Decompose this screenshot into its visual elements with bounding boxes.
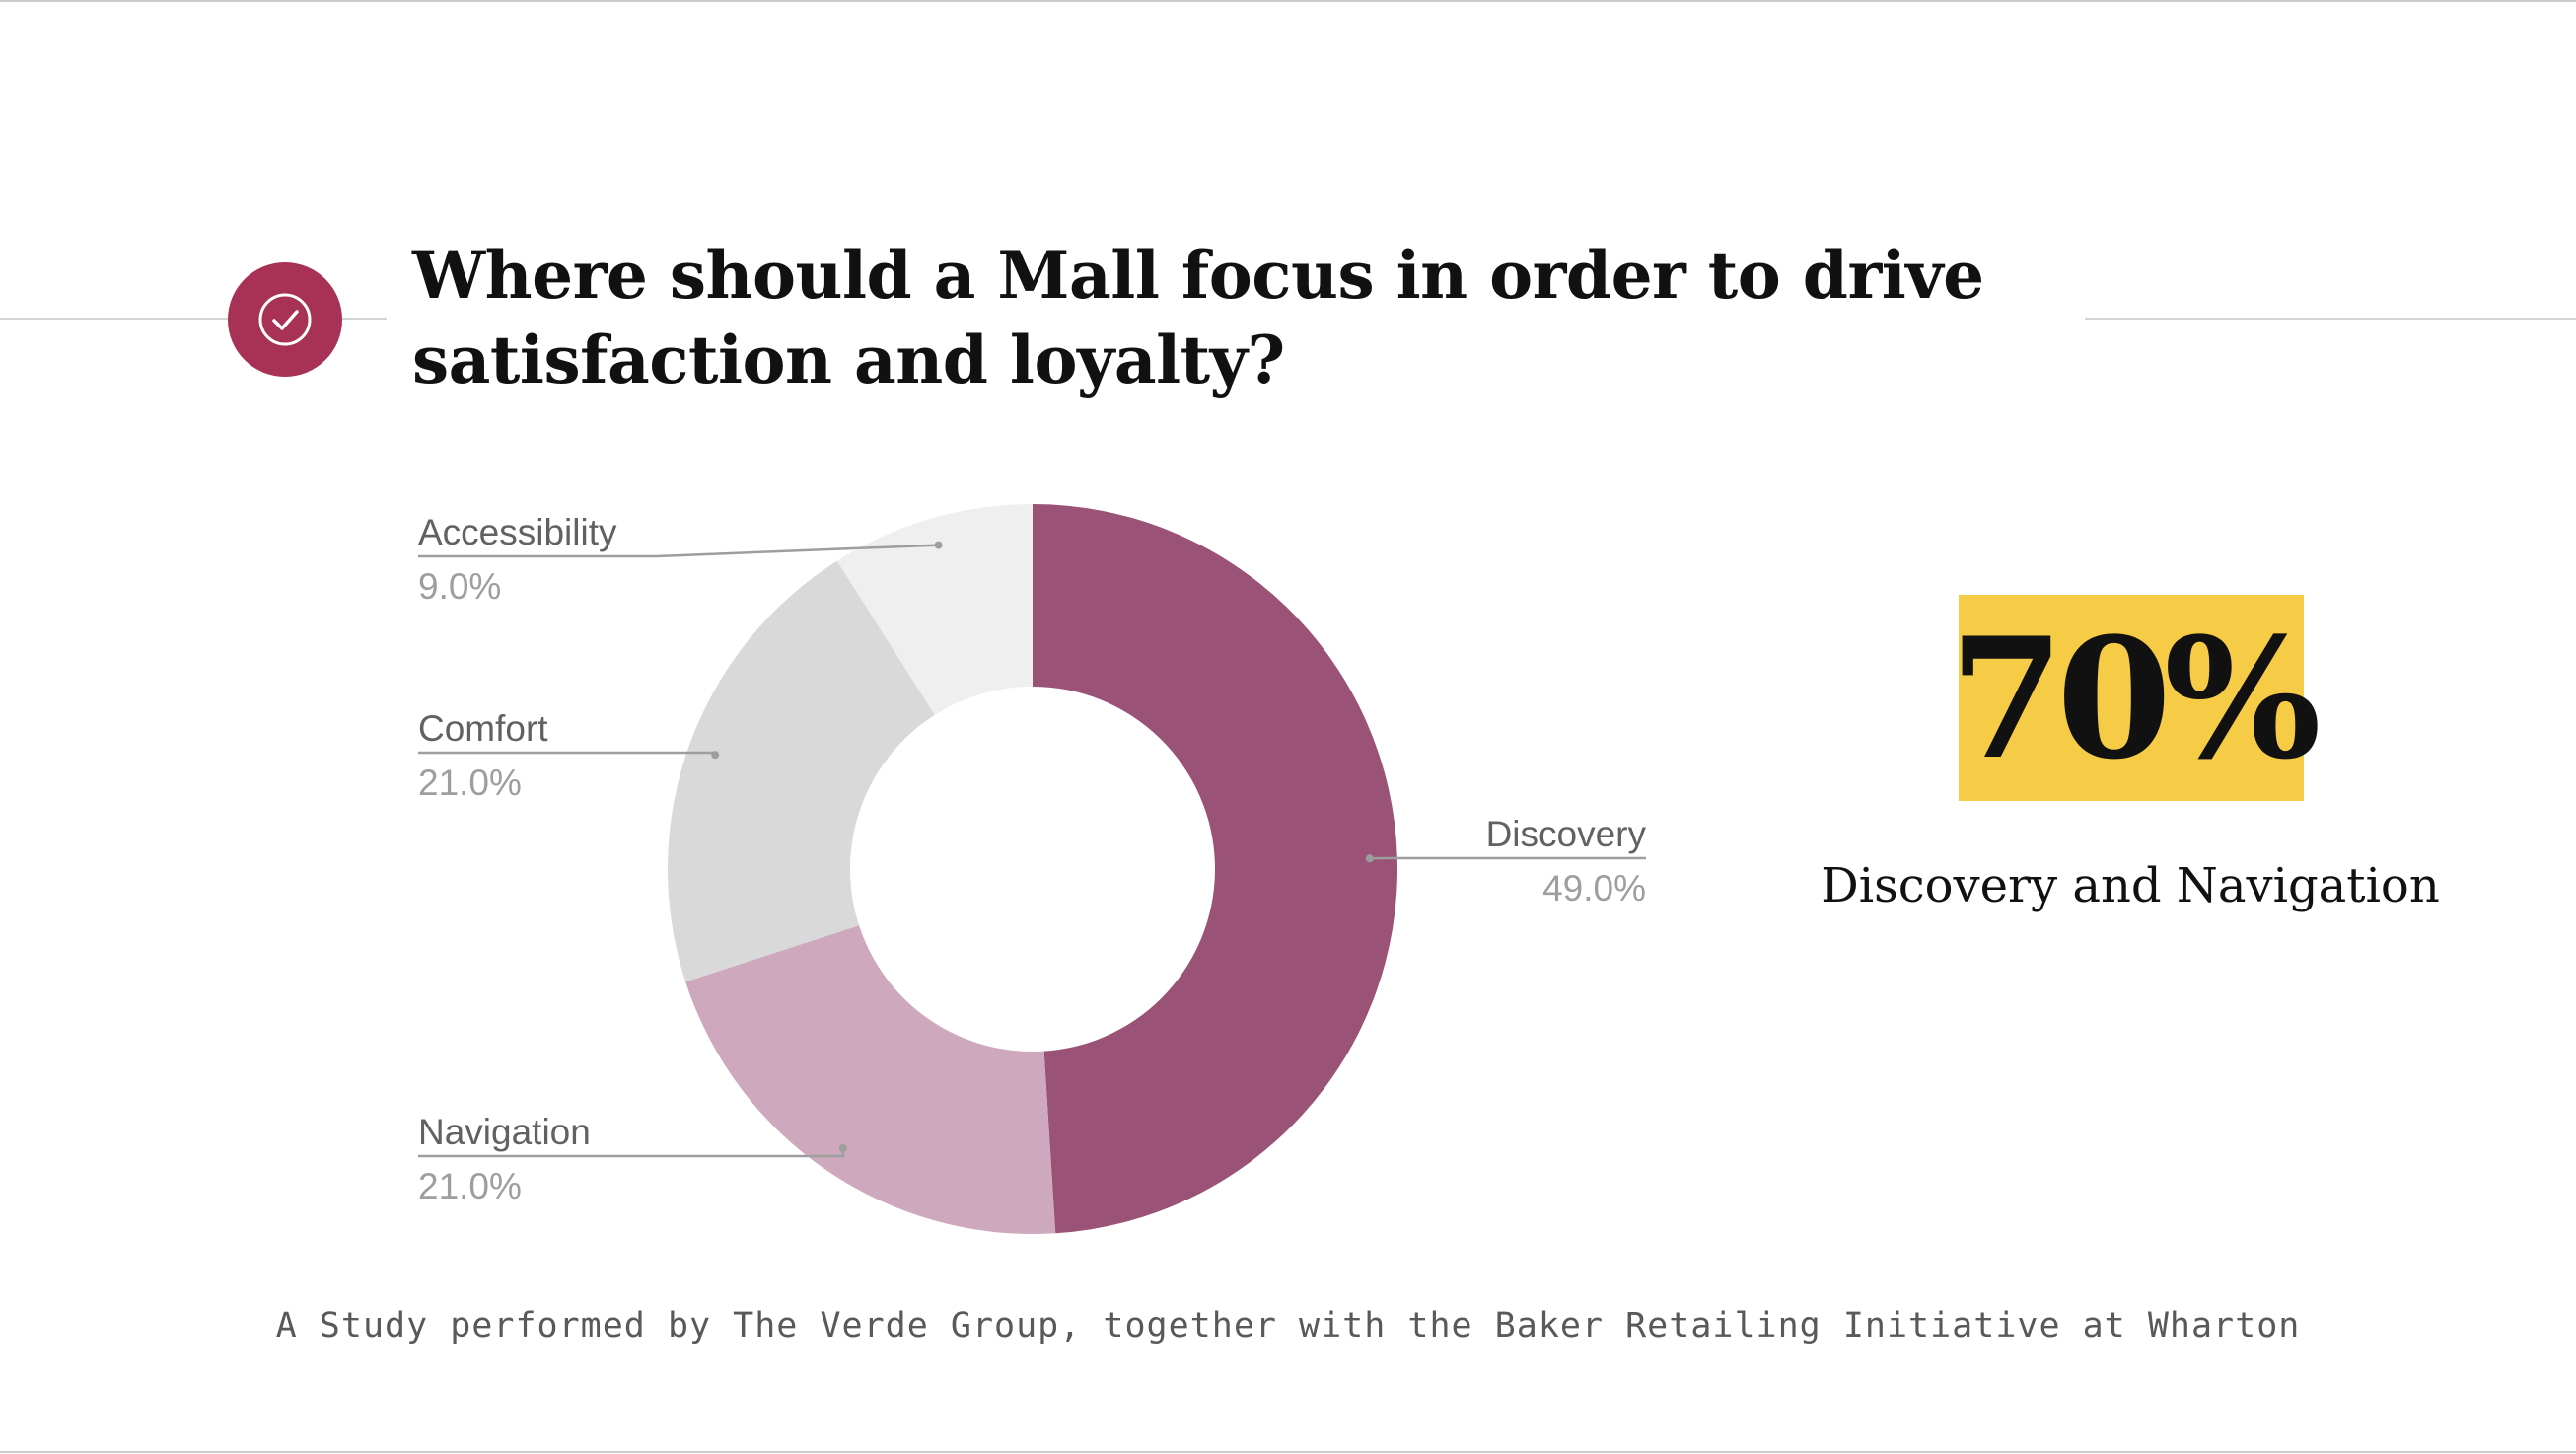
leader-lines: [418, 541, 1646, 1158]
value-label-discovery: 49.0%: [1542, 868, 1646, 909]
header-rule-left: [0, 318, 387, 320]
label-navigation: Navigation: [418, 1112, 591, 1152]
highlight-stat-value: 70%: [1949, 600, 2321, 796]
header-rule-right: [2085, 318, 2576, 320]
leader-line-comfort: [418, 751, 717, 756]
value-label-navigation: 21.0%: [418, 1166, 522, 1206]
slice-discovery: [1033, 504, 1398, 1234]
value-label-comfort: 21.0%: [418, 763, 522, 803]
leader-line-navigation: [418, 1147, 845, 1158]
top-border: [0, 0, 2576, 2]
label-comfort: Comfort: [418, 708, 548, 749]
slice-accessibility: [836, 504, 1033, 715]
page-title: Where should a Mall focus in order to dr…: [412, 237, 1984, 399]
slice-labels: Discovery 49.0% Navigation 21.0% Comfort 21.0…: [418, 512, 1646, 1206]
label-discovery: Discovery: [1486, 814, 1647, 854]
slice-navigation: [685, 925, 1056, 1234]
slice-comfort: [667, 560, 935, 982]
title-badge: [228, 262, 342, 377]
check-circle-icon: [258, 293, 312, 346]
label-accessibility: Accessibility: [418, 512, 617, 552]
source-footer: A Study performed by The Verde Group, to…: [275, 1306, 2301, 1345]
highlight-stat-box: 70%: [1949, 595, 2322, 801]
bottom-border: [0, 1451, 2576, 1453]
value-label-accessibility: 9.0%: [418, 566, 501, 607]
donut-slices: [667, 504, 1398, 1234]
leader-line-accessibility: [418, 544, 939, 558]
highlight-stat-caption: Discovery and Navigation: [1821, 858, 2440, 913]
